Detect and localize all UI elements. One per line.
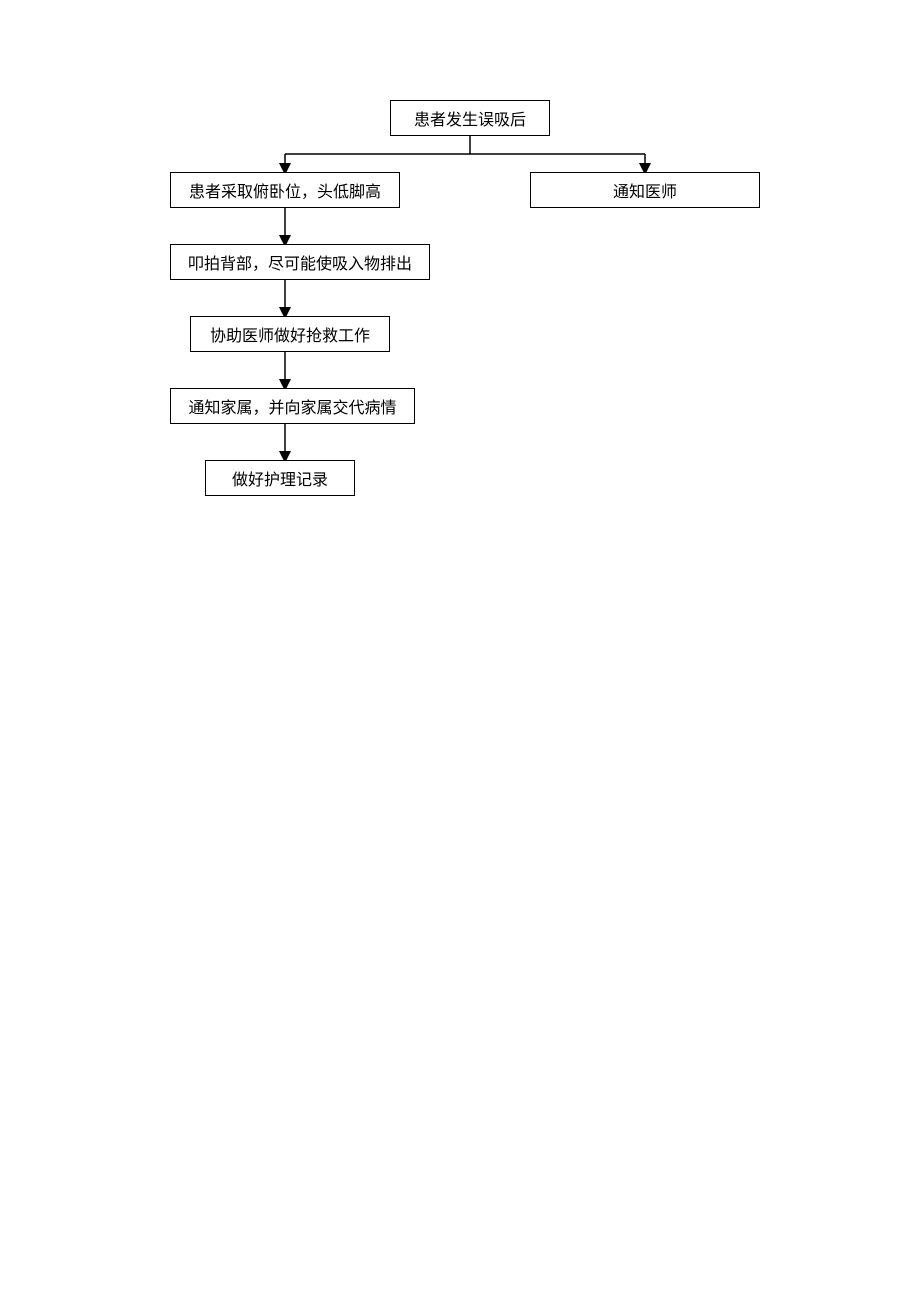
flowchart-node-n6: 做好护理记录	[205, 460, 355, 496]
flowchart-node-n3: 叩拍背部，尽可能使吸入物排出	[170, 244, 430, 280]
flowchart-node-n4: 协助医师做好抢救工作	[190, 316, 390, 352]
flowchart-node-n1: 患者采取俯卧位，头低脚高	[170, 172, 400, 208]
flowchart-node-n2: 通知医师	[530, 172, 760, 208]
flowchart-node-n5: 通知家属，并向家属交代病情	[170, 388, 415, 424]
node-label: 通知医师	[613, 178, 677, 202]
node-label: 患者采取俯卧位，头低脚高	[189, 178, 381, 202]
node-label: 患者发生误吸后	[414, 106, 526, 130]
node-label: 通知家属，并向家属交代病情	[188, 394, 396, 418]
node-label: 做好护理记录	[232, 466, 328, 490]
node-label: 叩拍背部，尽可能使吸入物排出	[188, 250, 412, 274]
node-label: 协助医师做好抢救工作	[210, 322, 370, 346]
flowchart-node-n0: 患者发生误吸后	[390, 100, 550, 136]
